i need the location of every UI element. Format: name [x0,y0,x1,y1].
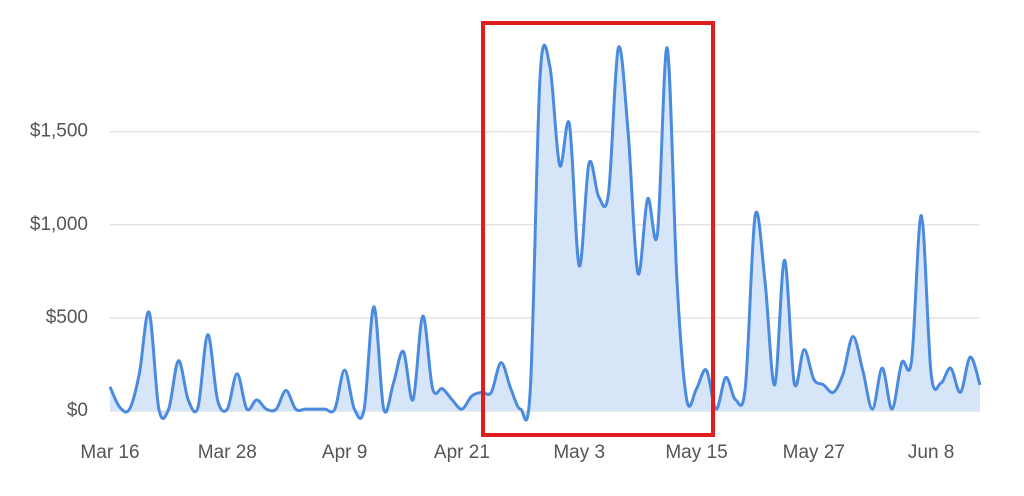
x-tick-label: Mar 16 [80,442,139,463]
x-tick-label: May 3 [553,442,605,463]
line [108,43,982,422]
y-tick-label: $0 [67,400,88,421]
x-tick-label: Mar 28 [198,442,257,463]
highlight-box [481,21,715,437]
area-fill [110,44,980,421]
y-tick-label: $1,500 [30,121,88,142]
grid-layer: $0 $500 $1,000 $1,500 Mar 16 Mar 28 Apr 9 Apr 2… [30,121,980,463]
y-tick-label: $1,000 [30,214,88,235]
plot-layer [108,43,982,422]
y-tick-label: $500 [46,307,88,328]
x-tick-label: Apr 9 [322,442,367,463]
x-tick-label: Apr 21 [434,442,490,463]
x-tick-label: Jun 8 [908,442,954,463]
x-tick-label: May 15 [665,442,727,463]
x-tick-label: May 27 [783,442,845,463]
